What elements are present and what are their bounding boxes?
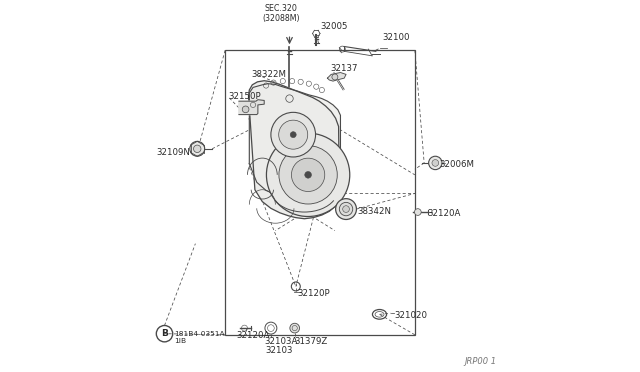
Text: 38342N: 38342N [357, 207, 391, 216]
Circle shape [342, 206, 349, 212]
Text: 32120A: 32120A [236, 331, 269, 340]
Bar [225, 50, 415, 335]
Text: 32120A: 32120A [428, 209, 461, 218]
Text: 32150P: 32150P [229, 92, 262, 101]
Text: 32103A: 32103A [264, 337, 298, 346]
Circle shape [266, 133, 349, 217]
Circle shape [190, 141, 205, 156]
Text: 181B4-0351A
1IB: 181B4-0351A 1IB [174, 331, 225, 344]
Text: 32120P: 32120P [298, 289, 330, 298]
Text: 321020: 321020 [394, 311, 428, 320]
Circle shape [193, 145, 201, 153]
Text: 32100: 32100 [383, 33, 410, 42]
Circle shape [243, 106, 249, 113]
Circle shape [335, 199, 356, 219]
Polygon shape [248, 81, 339, 219]
Circle shape [415, 209, 421, 215]
Polygon shape [250, 84, 340, 195]
Text: SEC.320
(32088M): SEC.320 (32088M) [262, 4, 300, 23]
Text: 32103: 32103 [266, 346, 293, 355]
Text: 32006M: 32006M [439, 160, 474, 169]
Text: 32005: 32005 [321, 22, 348, 31]
Circle shape [279, 146, 337, 204]
Circle shape [278, 120, 308, 149]
Circle shape [271, 112, 316, 157]
Text: 31379Z: 31379Z [294, 337, 327, 346]
Circle shape [305, 171, 312, 178]
Circle shape [291, 132, 296, 138]
Polygon shape [239, 100, 264, 115]
Circle shape [432, 160, 438, 166]
Polygon shape [328, 73, 346, 81]
Circle shape [332, 74, 338, 80]
Circle shape [339, 202, 353, 216]
Circle shape [291, 158, 324, 192]
Circle shape [429, 156, 442, 170]
Circle shape [290, 323, 300, 333]
Text: 38322M: 38322M [251, 70, 286, 79]
Text: 32109N: 32109N [156, 148, 190, 157]
Text: 32137: 32137 [330, 64, 358, 73]
Text: B: B [161, 329, 168, 338]
Text: JRP00 1: JRP00 1 [465, 357, 497, 366]
